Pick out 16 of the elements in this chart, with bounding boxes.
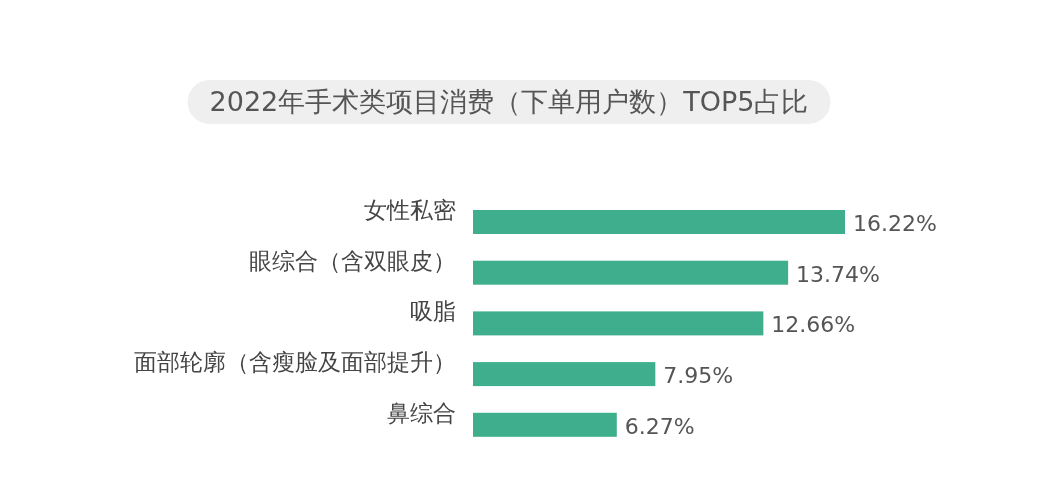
y-tick-label: 眼综合（含双眼皮） [249, 247, 456, 274]
y-tick-label: 鼻综合 [387, 399, 456, 426]
bar [473, 311, 764, 336]
bar [473, 362, 656, 387]
y-tick-label: 女性私密 [364, 197, 456, 223]
data-label: 7.95% [663, 363, 734, 389]
y-tick-label: 吸脂 [410, 298, 456, 325]
data-label: 6.27% [624, 413, 695, 439]
bar [473, 412, 617, 437]
bar [473, 260, 789, 285]
data-label: 12.66% [771, 312, 856, 338]
data-label: 13.74% [796, 261, 881, 287]
bar [473, 210, 845, 234]
chart-title: 2022年手术类项目消费（下单用户数）TOP5占比 [209, 86, 809, 117]
data-label: 16.22% [853, 211, 937, 236]
y-tick-label: 面部轮廓（含瘦脸及面部提升） [134, 349, 456, 376]
